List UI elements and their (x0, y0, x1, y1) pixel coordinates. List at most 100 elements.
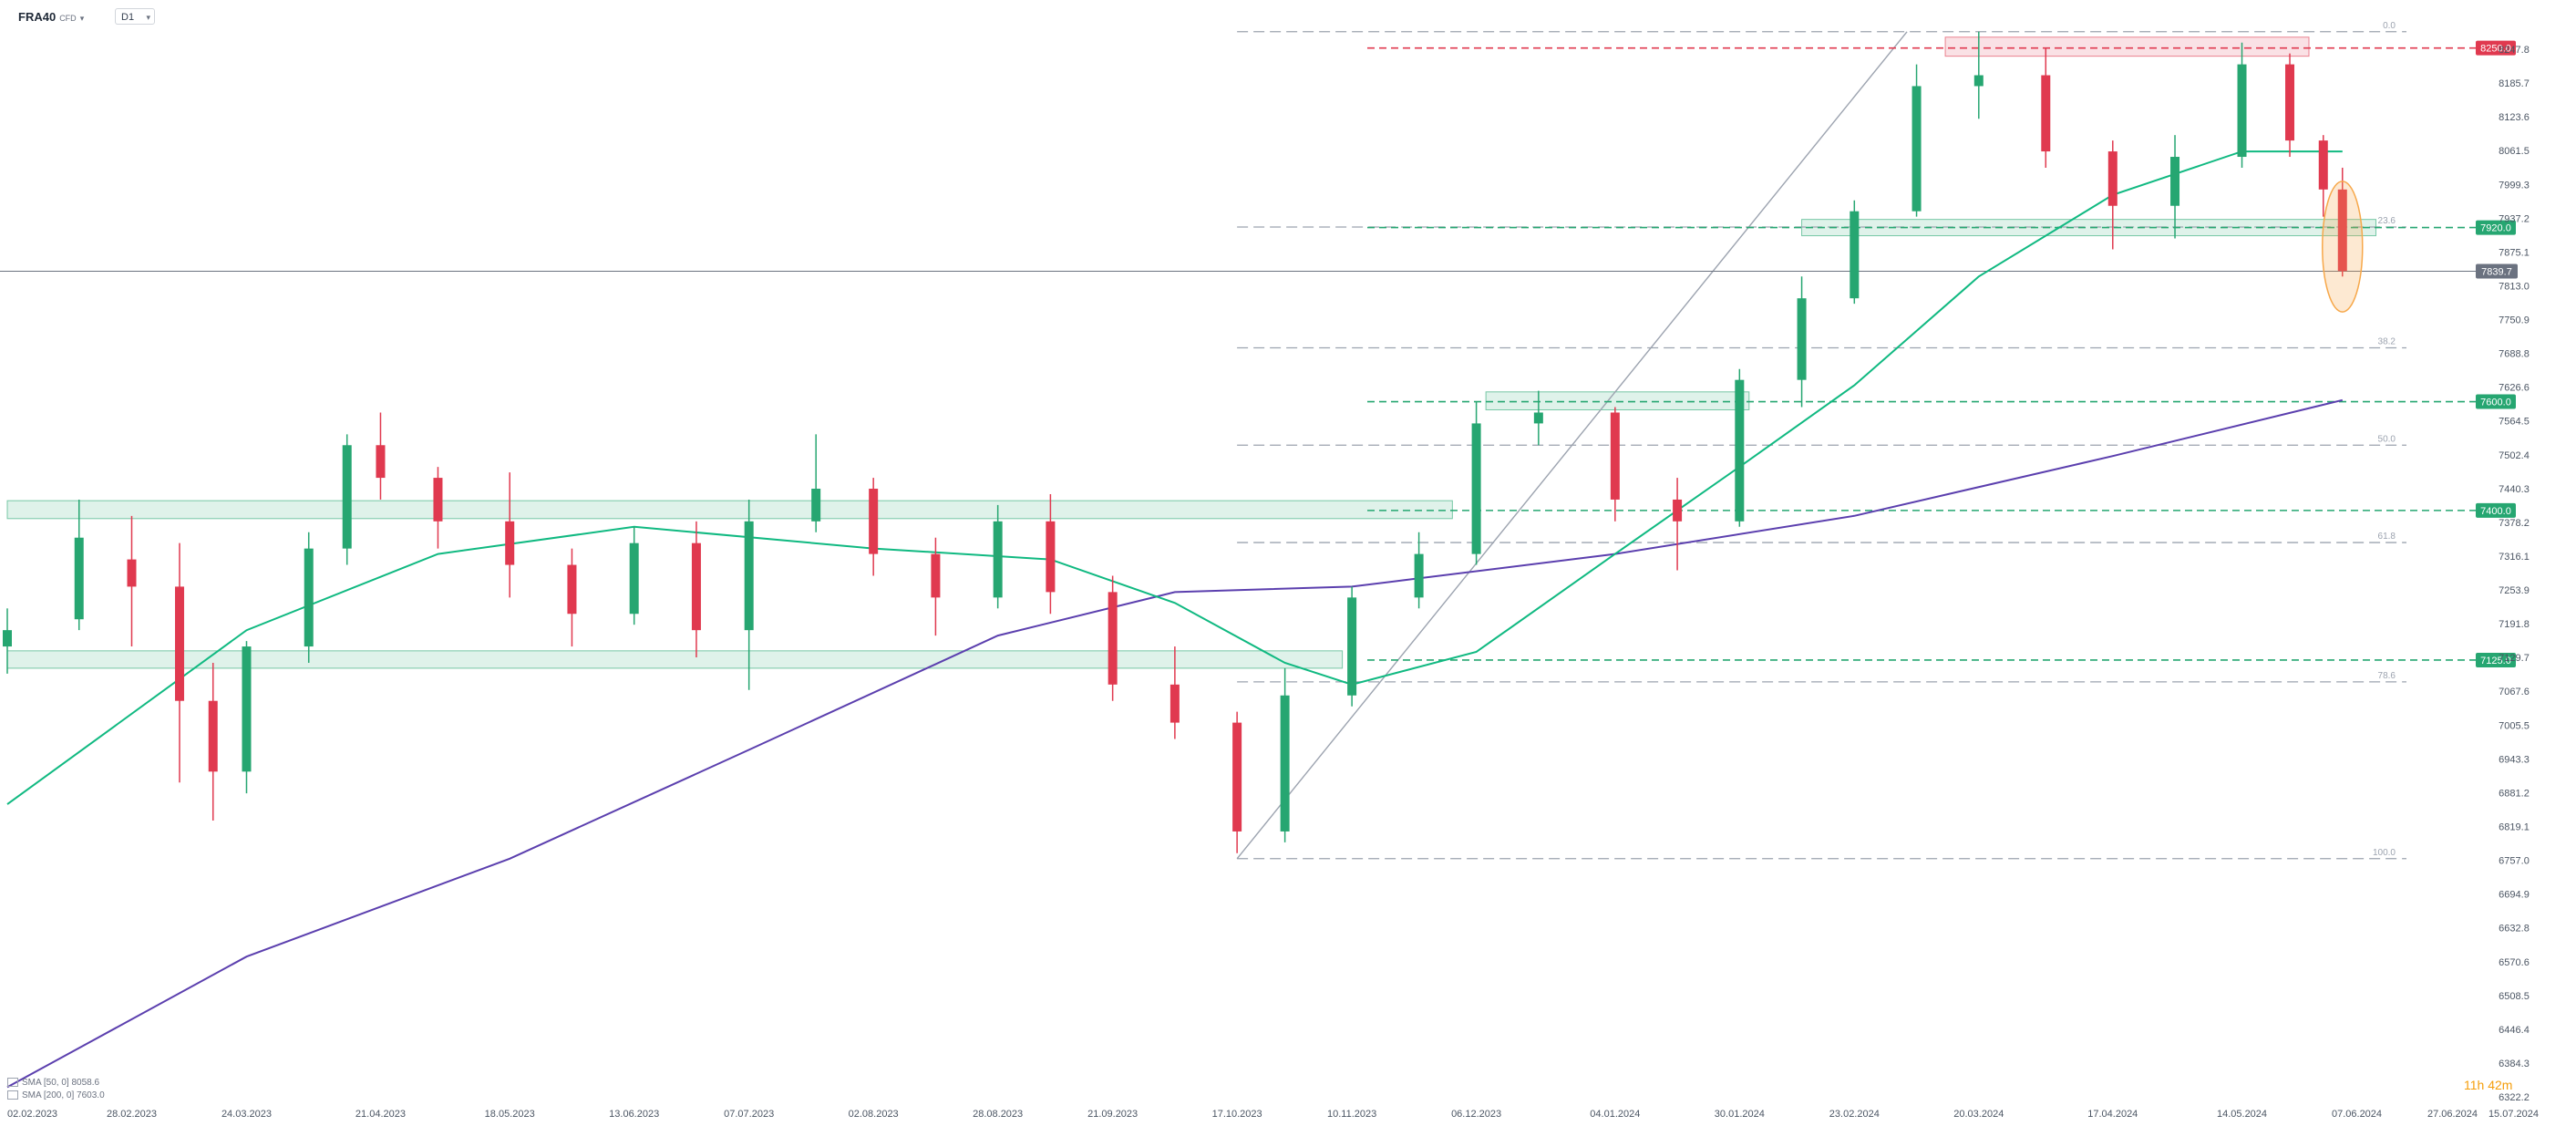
fib-level-label: 50.0 (2378, 434, 2396, 444)
candle-body (1850, 211, 1860, 299)
x-tick-label: 23.02.2024 (1829, 1109, 1880, 1120)
y-tick-label: 7937.2 (2499, 213, 2530, 224)
x-tick-label: 07.07.2023 (724, 1109, 774, 1120)
chevron-down-icon: ▾ (79, 14, 85, 23)
price-level-badge (2476, 502, 2516, 518)
candle-body (1610, 412, 1620, 500)
candle-body (1170, 684, 1180, 723)
zone-box (1944, 36, 2310, 57)
candle-body (174, 586, 184, 701)
y-tick-label: 7813.0 (2499, 281, 2530, 292)
price-level-label: 7400.0 (2480, 506, 2511, 517)
zone-box (6, 500, 1453, 520)
candle-body (1347, 597, 1357, 696)
candle-body (74, 537, 84, 620)
y-tick-label: 7564.5 (2499, 417, 2530, 428)
candle-body (869, 489, 879, 554)
y-tick-label: 7688.8 (2499, 349, 2530, 360)
current-price-label: 7839.7 (2481, 267, 2512, 278)
candle-body (567, 564, 577, 615)
chart-toolbar: FRA40 CFD ▾ D1 ▾ (0, 0, 2576, 36)
symbol-name: FRA40 (18, 10, 57, 24)
highlight-ellipse (2322, 181, 2364, 313)
fib-level-label: 38.2 (2378, 336, 2396, 346)
candle-body (433, 478, 443, 522)
x-tick-label: 15.07.2024 (2488, 1109, 2539, 1120)
x-tick-label: 10.11.2023 (1327, 1109, 1376, 1120)
y-tick-label: 7005.5 (2499, 720, 2530, 731)
x-tick-label: 28.08.2023 (973, 1109, 1023, 1120)
y-tick-label: 8123.6 (2499, 112, 2530, 123)
candle-body (1533, 412, 1543, 424)
x-tick-label: 27.06.2024 (2427, 1109, 2478, 1120)
x-tick-label: 30.01.2024 (1715, 1109, 1765, 1120)
y-tick-label: 7378.2 (2499, 518, 2530, 529)
legend-swatch-icon (7, 1090, 18, 1100)
candle-body (2107, 151, 2117, 206)
candle-body (1414, 553, 1424, 598)
y-tick-label: 6881.2 (2499, 788, 2530, 799)
price-level-badge (2476, 652, 2516, 667)
candle-body (1280, 695, 1290, 832)
candle-body (1471, 423, 1481, 554)
candle-body (1911, 86, 1922, 212)
y-tick-label: 7875.1 (2499, 247, 2530, 258)
candle-body (1735, 379, 1745, 522)
instrument-type: CFD (59, 14, 77, 23)
x-tick-label: 21.04.2023 (355, 1109, 406, 1120)
legend-sma200: SMA [200, 0] 7603.0 (7, 1090, 105, 1100)
legend-sma50-label: SMA [50, 0] (22, 1078, 69, 1088)
current-price-badge (2476, 263, 2518, 279)
timeframe-value: D1 (121, 12, 135, 23)
y-tick-label: 6508.5 (2499, 991, 2530, 1002)
candle-body (2041, 75, 2051, 152)
x-tick-label: 18.05.2023 (485, 1109, 535, 1120)
candle-body (505, 521, 515, 565)
price-level-label: 8250.0 (2480, 44, 2511, 55)
y-tick-label: 7750.9 (2499, 315, 2530, 325)
x-tick-label: 07.06.2024 (2332, 1109, 2382, 1120)
y-tick-label: 6757.0 (2499, 856, 2530, 867)
candle-body (304, 548, 314, 647)
y-tick-label: 7626.6 (2499, 383, 2530, 394)
x-tick-label: 21.09.2023 (1087, 1109, 1138, 1120)
x-tick-label: 06.12.2023 (1451, 1109, 1501, 1120)
timeframe-selector[interactable]: D1 ▾ (115, 8, 155, 25)
candle-body (744, 521, 754, 631)
candle-body (342, 445, 352, 549)
candle-body (2318, 140, 2328, 190)
x-tick-label: 13.06.2023 (609, 1109, 659, 1120)
y-tick-label: 6446.4 (2499, 1025, 2530, 1036)
candle-body (931, 553, 941, 598)
candle-body (2285, 64, 2295, 141)
price-level-badge (2476, 40, 2516, 56)
candle-body (1797, 298, 1807, 380)
candle-body (2337, 189, 2347, 272)
candle-body (629, 542, 639, 615)
y-tick-label: 7502.4 (2499, 450, 2530, 461)
candle-body (3, 630, 12, 647)
candle-body (1673, 499, 1683, 522)
y-tick-label: 6570.6 (2499, 957, 2530, 968)
fib-trend-line (1236, 31, 1908, 860)
x-tick-label: 24.03.2023 (222, 1109, 272, 1120)
y-tick-label: 7440.3 (2499, 484, 2530, 495)
y-tick-label: 8247.8 (2499, 45, 2530, 56)
symbol-selector[interactable]: FRA40 CFD ▾ (18, 10, 84, 24)
y-tick-label: 7999.3 (2499, 180, 2530, 191)
fib-level-label: 23.6 (2378, 216, 2396, 226)
y-tick-label: 6819.1 (2499, 822, 2530, 833)
x-tick-label: 02.02.2023 (7, 1109, 57, 1120)
candle-body (811, 489, 821, 522)
candle-body (242, 646, 252, 772)
candle-body (127, 559, 137, 587)
y-tick-label: 6384.3 (2499, 1059, 2530, 1069)
candle-body (376, 445, 386, 479)
fib-level-label: 61.8 (2378, 532, 2396, 542)
candle-body (2170, 157, 2180, 206)
price-level-badge (2476, 394, 2516, 409)
candle-body (691, 542, 701, 631)
x-tick-label: 17.10.2023 (1212, 1109, 1262, 1120)
candle-body (1232, 722, 1242, 832)
